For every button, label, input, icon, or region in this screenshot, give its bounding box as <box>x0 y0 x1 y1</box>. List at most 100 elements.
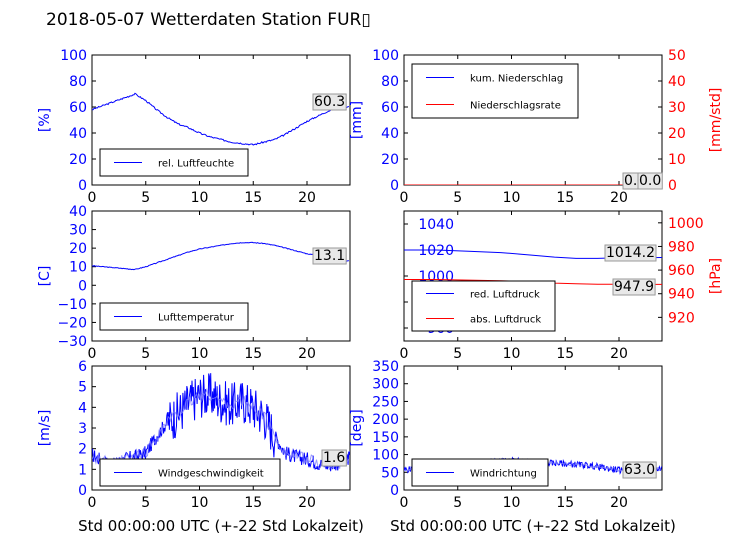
y-tick-label: 0 <box>78 178 87 194</box>
y-tick-label: 40 <box>381 126 399 142</box>
y-tick-label: 100 <box>372 448 399 464</box>
x-tick-label: 5 <box>453 346 462 362</box>
y2-tick-label: 50 <box>668 48 686 64</box>
x-tick-label: 10 <box>503 495 521 511</box>
value-annotation-box <box>612 278 656 296</box>
value-annotation: 63.0 <box>624 462 655 478</box>
y2-tick-label: 40 <box>668 74 686 90</box>
legend: red. Luftdruck abs. Luftdruck <box>411 280 556 332</box>
y-axis-label: [m/s] <box>37 410 53 447</box>
legend-label: Niederschlagsrate <box>470 101 561 112</box>
y2-axis-label: [hPa] <box>708 258 724 294</box>
chart-humidity: 0 5 10 15 20 0 20 40 60 80 100 [%] rel. Luftfeuchte 6… <box>37 48 351 206</box>
y2-tick-label: 30 <box>668 100 686 116</box>
x-tick-label: 15 <box>244 495 262 511</box>
x-tick-label: 15 <box>244 190 262 206</box>
y-tick-label: 80 <box>381 74 399 90</box>
y-tick-label: 60 <box>69 100 87 116</box>
series-line-1 <box>92 92 349 146</box>
y-tick-label: 40 <box>69 204 87 220</box>
y-tick-label: 1040 <box>418 217 454 233</box>
y2-tick-label: 980 <box>668 239 695 255</box>
value-annotation-box <box>312 247 347 265</box>
x-tick-label: 20 <box>610 495 628 511</box>
value-annotation: 947.9 <box>614 279 654 295</box>
y-tick-label: −20 <box>57 315 87 331</box>
y-tick-label: 100 <box>372 48 399 64</box>
y-tick-label: 0 <box>78 278 87 294</box>
value-annotation-box <box>604 244 657 262</box>
legend-label: Lufttemperatur <box>158 313 235 324</box>
x-tick-label: 5 <box>141 495 150 511</box>
legend: Lufttemperatur <box>99 302 249 331</box>
y2-tick-label: 920 <box>668 310 695 326</box>
x-tick-label: 5 <box>141 190 150 206</box>
value-annotation: 1014.2 <box>606 245 655 261</box>
y-tick-label: 350 <box>372 359 399 375</box>
series-group <box>92 373 350 473</box>
x-tick-label: 5 <box>453 495 462 511</box>
series-group <box>92 92 349 146</box>
y-tick-label: 20 <box>381 152 399 168</box>
y-tick-label: 30 <box>69 223 87 239</box>
chart-precipitation: 0 5 10 15 20 0 20 40 60 80 100 0 10 20 30 40 50 [mm] [mm/s… <box>349 48 724 206</box>
y-tick-label: 80 <box>69 74 87 90</box>
chart-wind-speed: 0 5 10 15 20 0 1 2 3 4 5 6 [m/s] Std 00:00:00 UTC (+-… <box>37 359 364 535</box>
y-tick-label: −30 <box>57 334 87 350</box>
plot-frame <box>91 210 351 342</box>
series-line-filtered <box>92 387 350 470</box>
y-tick-label: 200 <box>372 412 399 428</box>
y-axis-label: [%] <box>37 108 53 132</box>
y2-tick-label: 0 <box>668 178 677 194</box>
y-tick-label: 1020 <box>418 243 454 259</box>
legend-label: abs. Luftdruck <box>470 315 541 326</box>
y-tick-label: 1 <box>78 462 87 478</box>
y-tick-label: 10 <box>69 260 87 276</box>
y-tick-label: 0 <box>78 483 87 499</box>
x-tick-label: 20 <box>610 346 628 362</box>
y-tick-label: 20 <box>69 241 87 257</box>
x-tick-label: 5 <box>141 346 150 362</box>
y2-axis-label: [mm/std] <box>708 88 724 153</box>
series-group <box>92 241 349 271</box>
plot-frame <box>403 365 663 491</box>
x-axis-label: Std 00:00:00 UTC (+-22 Std Lokalzeit) <box>390 517 676 535</box>
y-tick-label: 0 <box>390 483 399 499</box>
x-tick-label: 0 <box>88 346 97 362</box>
x-axis-label: Std 00:00:00 UTC (+-22 Std Lokalzeit) <box>78 517 364 535</box>
y-tick-label: 4 <box>78 400 87 416</box>
legend: Windrichtung <box>411 458 549 487</box>
value-annotation: 60.3 <box>314 94 345 110</box>
chart-temperature: 0 5 10 15 20 −30 −20 −10 0 10 20 30 40 [C] Lufttempera… <box>37 204 351 362</box>
y-tick-label: 2 <box>78 442 87 458</box>
x-tick-label: 15 <box>556 346 574 362</box>
y-tick-label: 300 <box>372 377 399 393</box>
value-annotation-box <box>321 449 347 467</box>
value-annotation: 1.6 <box>323 450 345 466</box>
x-tick-label: 0 <box>400 495 409 511</box>
x-tick-label: 15 <box>244 346 262 362</box>
x-tick-label: 10 <box>191 346 209 362</box>
chart-pressure: 0510152096098010001020104092094096098010… <box>400 210 724 362</box>
y-tick-label: 0 <box>390 178 399 194</box>
y-tick-label: 50 <box>381 465 399 481</box>
legend-label: red. Luftdruck <box>470 290 540 301</box>
x-tick-label: 15 <box>556 495 574 511</box>
plot-frame <box>91 54 351 186</box>
y2-tick-label: 10 <box>668 152 686 168</box>
y-axis-label: [mm] <box>349 101 365 139</box>
x-tick-label: 0 <box>88 190 97 206</box>
value-annotation: 0.0 <box>639 173 661 189</box>
y-axis-label: [deg] <box>349 409 365 446</box>
legend-box <box>411 280 556 332</box>
y2-tick-label: 1000 <box>668 216 704 232</box>
value-annotation: 13.1 <box>314 248 345 264</box>
y-tick-label: 20 <box>69 152 87 168</box>
series-line-1 <box>92 241 349 271</box>
legend-label: rel. Luftfeuchte <box>158 159 234 170</box>
legend-box <box>411 63 579 119</box>
y-tick-label: 3 <box>78 421 87 437</box>
legend-label: Windrichtung <box>470 469 537 480</box>
